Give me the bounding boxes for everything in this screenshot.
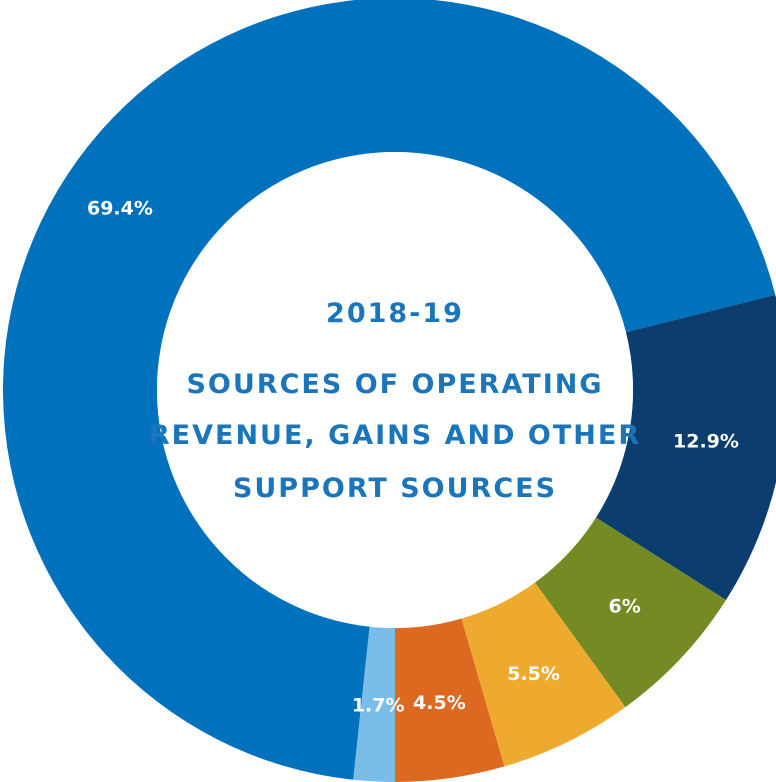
donut-slice	[461, 582, 626, 767]
slice-labels: 69.4% 12.9% 6% 5.5% 4.5% 1.7%	[87, 198, 739, 717]
donut-slice	[3, 0, 776, 780]
donut-slice	[395, 618, 505, 782]
slice-label: 69.4%	[87, 198, 153, 220]
slice-label: 12.9%	[673, 430, 739, 452]
donut-slice	[534, 517, 726, 708]
title-line-2: SOURCES OF OPERATING	[186, 369, 603, 400]
slice-label: 6%	[608, 596, 640, 618]
title-line-1: 2018-19	[326, 298, 464, 329]
donut-hole	[157, 152, 633, 628]
donut-slice	[595, 294, 776, 601]
title-line-4: SUPPORT SOURCES	[233, 473, 557, 504]
title-line-3: REVENUE, GAINS AND OTHER	[149, 420, 641, 451]
slice-label: 5.5%	[507, 663, 560, 685]
center-title: 2018-19 SOURCES OF OPERATING REVENUE, GA…	[149, 298, 641, 504]
donut-slices	[3, 0, 776, 782]
slice-label: 1.7%	[352, 695, 405, 717]
slice-label: 4.5%	[413, 692, 466, 714]
donut-slice	[353, 626, 395, 782]
